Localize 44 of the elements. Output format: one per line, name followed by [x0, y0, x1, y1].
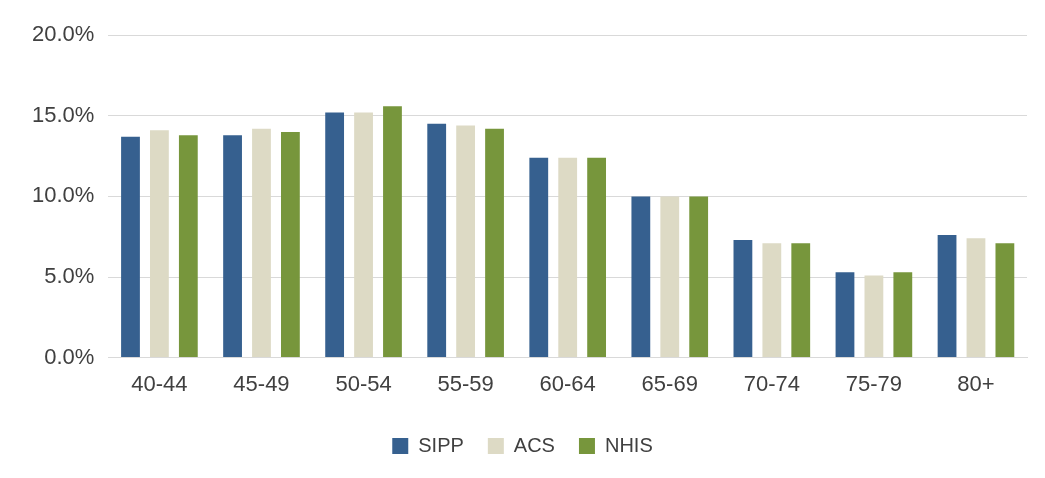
bar [281, 131, 300, 358]
x-tick-label: 65-69 [641, 370, 698, 396]
bar [660, 196, 680, 358]
bar [587, 157, 607, 358]
x-tick-label: 75-79 [845, 370, 903, 396]
bar [966, 238, 986, 358]
bar [762, 243, 782, 358]
bar [529, 157, 549, 358]
bar [150, 130, 169, 358]
bar [733, 239, 753, 358]
bar [937, 235, 957, 358]
bar [354, 112, 373, 358]
x-tick-label: 80+ [957, 370, 995, 396]
y-tick-label: 5.0% [44, 263, 95, 289]
x-tick-label: 60-64 [539, 370, 596, 396]
x-tick-label: 55-59 [437, 370, 494, 396]
x-tick-label: 50-54 [335, 370, 392, 396]
y-tick-label: 0.0% [44, 343, 95, 369]
legend-label: ACS [513, 433, 555, 456]
legend-label: NHIS [604, 433, 653, 456]
x-tick-label: 40-44 [131, 370, 188, 396]
bar [252, 128, 271, 358]
bar [427, 123, 447, 358]
bar [485, 128, 504, 358]
bar [835, 272, 855, 358]
bar [689, 196, 709, 358]
bar [383, 106, 402, 358]
bar [791, 243, 811, 358]
bar [456, 125, 476, 358]
legend-label: SIPP [418, 433, 464, 456]
bar [223, 135, 242, 358]
y-tick-label: 20.0% [31, 21, 95, 47]
bar [178, 135, 198, 358]
bar [325, 112, 345, 358]
bar [558, 157, 578, 358]
bar [893, 272, 913, 358]
bar [631, 196, 651, 358]
bar [121, 136, 140, 358]
x-tick-label: 70-74 [743, 370, 800, 396]
y-tick-label: 15.0% [31, 101, 95, 127]
x-tick-label: 45-49 [233, 370, 290, 396]
y-tick-label: 10.0% [31, 182, 95, 208]
bar [864, 275, 884, 358]
bar [995, 243, 1015, 358]
